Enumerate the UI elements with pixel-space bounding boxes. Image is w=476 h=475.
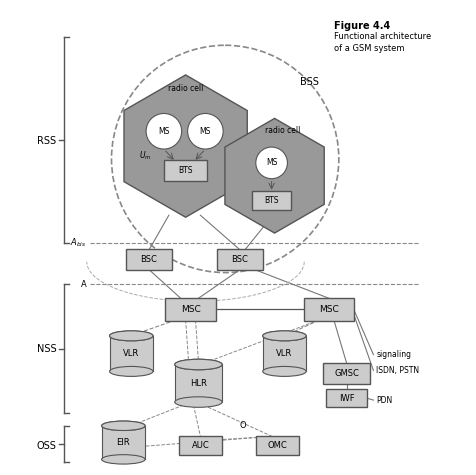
Ellipse shape <box>262 331 306 341</box>
FancyBboxPatch shape <box>256 436 298 455</box>
Text: O: O <box>239 421 246 430</box>
Text: A: A <box>81 280 87 289</box>
FancyBboxPatch shape <box>179 436 221 455</box>
Text: HLR: HLR <box>189 379 207 388</box>
Ellipse shape <box>101 455 145 464</box>
Text: signaling: signaling <box>376 350 410 359</box>
Text: VLR: VLR <box>276 349 292 358</box>
FancyBboxPatch shape <box>323 363 369 384</box>
Text: BTS: BTS <box>264 196 278 205</box>
Ellipse shape <box>174 397 222 407</box>
FancyBboxPatch shape <box>252 191 290 210</box>
FancyBboxPatch shape <box>164 161 207 181</box>
Ellipse shape <box>101 421 145 430</box>
Text: $U_m$: $U_m$ <box>139 150 151 162</box>
FancyBboxPatch shape <box>303 298 353 321</box>
Text: MS: MS <box>265 158 277 167</box>
Text: RSS: RSS <box>37 136 56 146</box>
Text: VLR: VLR <box>123 349 139 358</box>
Bar <box>262 336 306 371</box>
FancyBboxPatch shape <box>165 298 215 321</box>
Text: $A_{bis}$: $A_{bis}$ <box>70 237 87 249</box>
Text: BSS: BSS <box>299 77 318 87</box>
Text: radio cell: radio cell <box>168 84 203 93</box>
Ellipse shape <box>262 366 306 376</box>
Text: ISDN, PSTN: ISDN, PSTN <box>376 366 418 375</box>
Ellipse shape <box>109 366 153 376</box>
Ellipse shape <box>262 331 306 341</box>
Text: PDN: PDN <box>376 396 392 405</box>
Polygon shape <box>124 75 247 217</box>
Text: AUC: AUC <box>191 441 209 450</box>
Ellipse shape <box>174 359 222 370</box>
FancyBboxPatch shape <box>326 389 366 408</box>
Text: NSS: NSS <box>37 344 56 354</box>
Text: MSC: MSC <box>180 304 200 314</box>
Text: GMSC: GMSC <box>334 369 358 378</box>
Text: Functional architecture: Functional architecture <box>333 32 430 41</box>
Ellipse shape <box>109 331 153 341</box>
Text: BSC: BSC <box>140 255 157 264</box>
Text: BTS: BTS <box>178 166 192 175</box>
Text: of a GSM system: of a GSM system <box>333 44 404 53</box>
Ellipse shape <box>174 359 222 370</box>
Ellipse shape <box>101 421 145 430</box>
Circle shape <box>146 114 181 149</box>
Circle shape <box>255 147 287 179</box>
Text: BSC: BSC <box>231 255 248 264</box>
Text: OSS: OSS <box>36 440 56 451</box>
Text: radio cell: radio cell <box>264 126 299 135</box>
Text: EIR: EIR <box>116 438 130 447</box>
Text: MSC: MSC <box>318 304 338 314</box>
FancyBboxPatch shape <box>216 249 263 270</box>
Text: Figure 4.4: Figure 4.4 <box>333 20 389 30</box>
Bar <box>174 364 222 402</box>
Text: MS: MS <box>158 127 169 136</box>
Text: OMC: OMC <box>267 441 287 450</box>
Text: IWF: IWF <box>338 394 354 403</box>
Circle shape <box>187 114 223 149</box>
Ellipse shape <box>109 331 153 341</box>
Text: MS: MS <box>199 127 211 136</box>
FancyBboxPatch shape <box>126 249 172 270</box>
Bar <box>109 336 153 371</box>
Polygon shape <box>225 118 324 233</box>
Bar <box>101 426 145 459</box>
